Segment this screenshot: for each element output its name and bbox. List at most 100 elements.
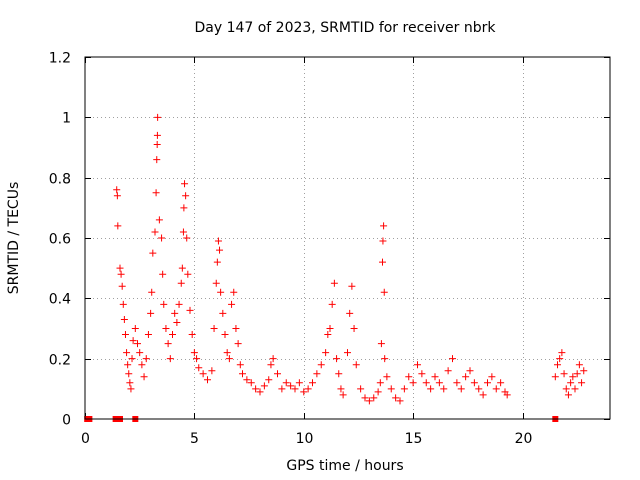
data-point-marker: [144, 331, 152, 339]
data-point-marker: [149, 249, 157, 257]
x-tick-label: 15: [405, 431, 423, 447]
data-point-marker: [126, 379, 134, 387]
data-point-marker: [138, 361, 146, 369]
data-point-marker: [571, 385, 579, 393]
data-point-marker: [164, 340, 172, 348]
data-point-marker: [357, 385, 365, 393]
data-point-marker: [453, 379, 461, 387]
grid-lines: [85, 57, 610, 419]
data-point-marker: [216, 246, 224, 254]
data-point-marker: [180, 204, 188, 212]
data-point-marker: [396, 397, 404, 405]
data-point-marker: [427, 385, 435, 393]
data-point-marker: [274, 370, 281, 378]
data-point-marker: [304, 385, 312, 393]
data-point-marker: [153, 156, 161, 164]
data-point-marker: [422, 379, 430, 387]
data-point-marker: [564, 391, 572, 399]
data-point-marker: [573, 370, 581, 378]
y-tick-label: 1: [62, 111, 71, 127]
data-point-marker: [435, 379, 443, 387]
data-point-marker: [462, 373, 470, 381]
plot-frame: [84, 56, 611, 420]
data-point-marker: [484, 379, 491, 387]
chart-title: Day 147 of 2023, SRMTID for receiver nbr…: [194, 20, 496, 36]
data-point-marker: [151, 228, 159, 236]
data-point-marker: [444, 367, 452, 375]
data-point-marker: [554, 361, 561, 369]
data-point-marker: [466, 367, 474, 375]
data-point-marker: [234, 340, 242, 348]
data-point-marker: [344, 349, 351, 357]
data-point-marker: [186, 306, 194, 314]
data-point-marker: [239, 370, 246, 378]
data-point-marker: [265, 376, 273, 384]
data-point-marker: [267, 361, 275, 369]
data-point-marker: [142, 355, 150, 363]
data-point-marker: [335, 370, 343, 378]
data-point-marker: [449, 355, 456, 363]
data-point-marker: [147, 309, 155, 317]
data-point-marker: [309, 379, 316, 387]
y-axis-label: SRMTID / TECUs: [6, 182, 22, 295]
data-point-marker: [116, 264, 124, 272]
data-point-marker: [269, 355, 277, 363]
data-point-marker: [247, 379, 255, 387]
data-point-marker: [175, 300, 183, 308]
y-tick-label: 0.2: [49, 353, 71, 369]
data-point-marker: [217, 288, 225, 296]
data-point-marker: [208, 367, 216, 375]
data-point-marker: [131, 325, 139, 332]
x-tick-label: 0: [81, 431, 90, 447]
data-point-marker: [166, 355, 174, 363]
data-point-marker: [328, 300, 336, 308]
x-tick-label: 20: [515, 431, 533, 447]
data-point-marker: [470, 379, 478, 387]
data-point-marker: [169, 331, 176, 339]
data-point-marker: [575, 361, 583, 369]
data-point-marker: [114, 222, 122, 230]
data-point-marker: [379, 237, 387, 245]
data-point-marker: [418, 370, 426, 378]
data-point-marker: [190, 349, 198, 357]
data-point-marker: [381, 355, 389, 363]
data-point-marker: [173, 318, 181, 326]
data-point-marker: [333, 355, 341, 363]
data-point-marker: [578, 379, 586, 387]
data-point-marker: [182, 192, 190, 200]
data-point-marker: [178, 264, 186, 272]
data-point-marker: [330, 279, 338, 287]
data-point-marker: [260, 382, 268, 390]
data-point-marker: [177, 279, 185, 287]
data-point-marker: [337, 385, 345, 393]
data-points: [84, 113, 588, 422]
data-point-marker: [252, 385, 260, 393]
data-point-marker: [188, 331, 196, 339]
data-point-marker: [291, 385, 299, 393]
data-point-marker: [128, 355, 136, 363]
data-point-marker: [361, 394, 369, 402]
data-point-marker: [400, 385, 408, 393]
data-point-marker: [210, 325, 218, 332]
data-point-marker: [479, 391, 487, 399]
data-point-marker: [119, 300, 127, 308]
data-point-marker: [136, 349, 144, 357]
data-point-marker: [377, 340, 385, 348]
data-point-marker: [183, 234, 191, 242]
data-point-marker: [387, 385, 395, 393]
data-point-marker: [118, 282, 126, 290]
data-point-marker: [313, 370, 321, 378]
data-point-marker: [124, 361, 132, 369]
data-point-marker: [392, 394, 400, 402]
tick-labels: 0 5 10 15 20 0 0.2 0.4 0.6 0.8 1 1.2: [49, 51, 533, 448]
data-point-marker: [560, 370, 568, 378]
data-point-marker: [488, 373, 496, 381]
data-point-marker: [154, 113, 162, 121]
data-point-marker: [324, 331, 332, 339]
data-point-marker: [158, 234, 166, 242]
data-point-marker: [129, 337, 137, 345]
data-point-marker: [326, 325, 334, 332]
data-point-marker: [219, 309, 227, 317]
data-point-marker: [113, 186, 121, 194]
